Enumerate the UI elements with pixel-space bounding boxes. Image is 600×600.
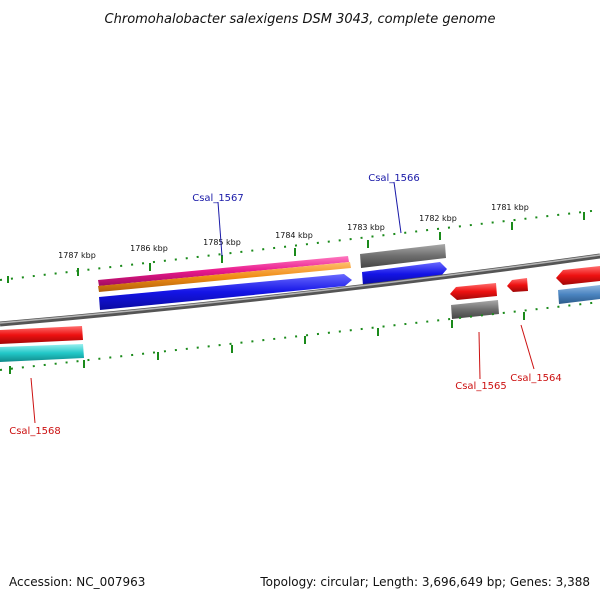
kbp-label-1786: 1786 kbp	[130, 244, 168, 253]
gene-label-csal-1565[interactable]: Csal_1565	[455, 381, 507, 392]
lower-tick-track	[0, 301, 600, 374]
genome-backbone-highlight	[0, 254, 600, 324]
gene-label-csal-1568[interactable]: Csal_1568	[9, 426, 61, 437]
kbp-label-1781: 1781 kbp	[491, 203, 529, 212]
leader-csal-1567	[217, 201, 223, 257]
gene-feature-blue-short[interactable]	[362, 262, 447, 286]
forward-genes	[98, 244, 447, 310]
gene-feature-blue-long[interactable]	[99, 274, 352, 310]
gene-label-csal-1566[interactable]: Csal_1566	[368, 173, 420, 184]
kbp-label-1783: 1783 kbp	[347, 223, 385, 232]
gene-feature-gray-1565[interactable]	[451, 300, 499, 319]
gene-feature-steelblue-right[interactable]	[558, 285, 600, 304]
gene-feature-orange[interactable]	[98, 262, 351, 292]
gene-feature-red-1564[interactable]	[507, 278, 528, 292]
genome-backbone	[0, 253, 600, 327]
gene-feature-magenta[interactable]	[98, 256, 349, 286]
genome-summary-text: Topology: circular; Length: 3,696,649 bp…	[259, 575, 590, 589]
upper-tick-track	[0, 209, 600, 283]
kbp-label-1785: 1785 kbp	[203, 238, 241, 247]
leader-csal-1564	[520, 324, 535, 370]
gene-label-csal-1564[interactable]: Csal_1564	[510, 373, 562, 384]
gene-label-csal-1567[interactable]: Csal_1567	[192, 193, 244, 204]
kbp-labels: 1787 kbp 1786 kbp 1785 kbp 1784 kbp 1783…	[58, 203, 529, 260]
gene-feature-red-right[interactable]	[556, 266, 600, 285]
kbp-label-1782: 1782 kbp	[419, 214, 457, 223]
accession-text: Accession: NC_007963	[9, 575, 145, 589]
leader-csal-1566	[393, 181, 402, 234]
map-title: Chromohalobacter salexigens DSM 3043, co…	[105, 12, 496, 27]
kbp-label-1787: 1787 kbp	[58, 251, 96, 260]
reverse-genes	[0, 266, 600, 362]
gene-feature-red-1568[interactable]	[0, 326, 83, 344]
gene-feature-cyan-1568[interactable]	[0, 344, 84, 362]
kbp-label-1784: 1784 kbp	[275, 231, 313, 240]
leader-csal-1565	[478, 331, 481, 380]
gene-feature-gray-1566[interactable]	[360, 244, 446, 268]
gene-feature-red-1565[interactable]	[450, 283, 497, 300]
gene-labels: Csal_1567 Csal_1566 Csal_1565 Csal_1564 …	[9, 173, 562, 437]
leader-csal-1568	[30, 377, 36, 424]
